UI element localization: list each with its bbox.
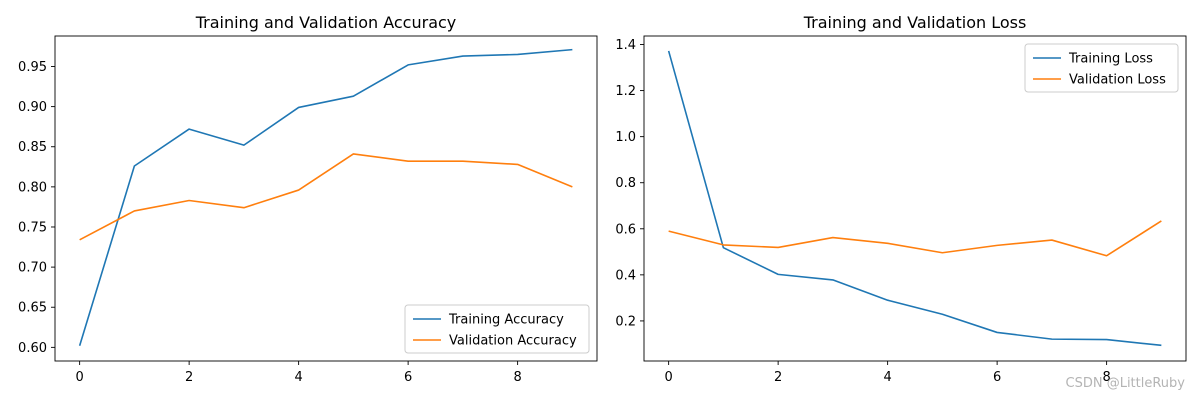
x-tick-label: 8 (513, 370, 521, 385)
y-tick-label: 1.2 (615, 84, 636, 99)
series-line-training (667, 50, 1162, 347)
legend-box (1024, 43, 1179, 93)
watermark: CSDN @LittleRuby (1065, 376, 1186, 391)
y-tick-label: 0.85 (18, 140, 47, 155)
y-tick-label: 0.80 (18, 180, 47, 195)
x-tick-label: 4 (294, 370, 302, 385)
y-tick-label: 0.2 (615, 314, 636, 329)
y-tick-label: 0.6 (615, 222, 636, 237)
legend-box (404, 304, 590, 354)
chart-loss: Training and Validation Loss 0 2 4 6 8 0.2 0.4 0… (615, 13, 1187, 385)
x-tick-label: 0 (664, 370, 672, 385)
legend-label: Validation Accuracy (449, 334, 577, 349)
y-tick-label: 0.60 (18, 341, 47, 356)
plot-frame (643, 35, 1187, 362)
y-tick-label: 0.95 (18, 60, 47, 75)
plot-frame (54, 35, 598, 362)
series-line-training (78, 48, 573, 346)
x-tick-label: 2 (185, 370, 193, 385)
y-tick-label: 0.65 (18, 301, 47, 316)
x-tick-label: 6 (404, 370, 412, 385)
y-tick-label: 0.75 (18, 220, 47, 235)
series-line-validation (668, 220, 1162, 257)
y-tick-label: 1.4 (615, 38, 636, 53)
y-tick-label: 0.90 (18, 100, 47, 115)
legend: Training Loss Validation Loss (1024, 43, 1179, 93)
x-tick-label: 0 (75, 370, 83, 385)
y-tick-label: 1.0 (615, 130, 636, 145)
legend: Training Accuracy Validation Accuracy (404, 304, 590, 354)
x-tick-label: 2 (774, 370, 782, 385)
x-tick-label: 6 (993, 370, 1001, 385)
y-tick-label: 0.70 (18, 261, 47, 276)
chart-title: Training and Validation Loss (803, 13, 1027, 32)
series-line-validation (79, 153, 573, 241)
y-tick-label: 0.8 (615, 176, 636, 191)
legend-label: Validation Loss (1069, 73, 1166, 88)
legend-label: Training Loss (1068, 52, 1153, 67)
chart-title: Training and Validation Accuracy (195, 13, 457, 32)
chart-accuracy: Training and Validation Accuracy 0 2 4 6 8 0.6… (18, 13, 598, 385)
x-tick-label: 8 (1102, 370, 1110, 385)
x-tick-label: 4 (883, 370, 891, 385)
legend-label: Training Accuracy (448, 313, 564, 328)
y-tick-label: 0.4 (615, 268, 636, 283)
